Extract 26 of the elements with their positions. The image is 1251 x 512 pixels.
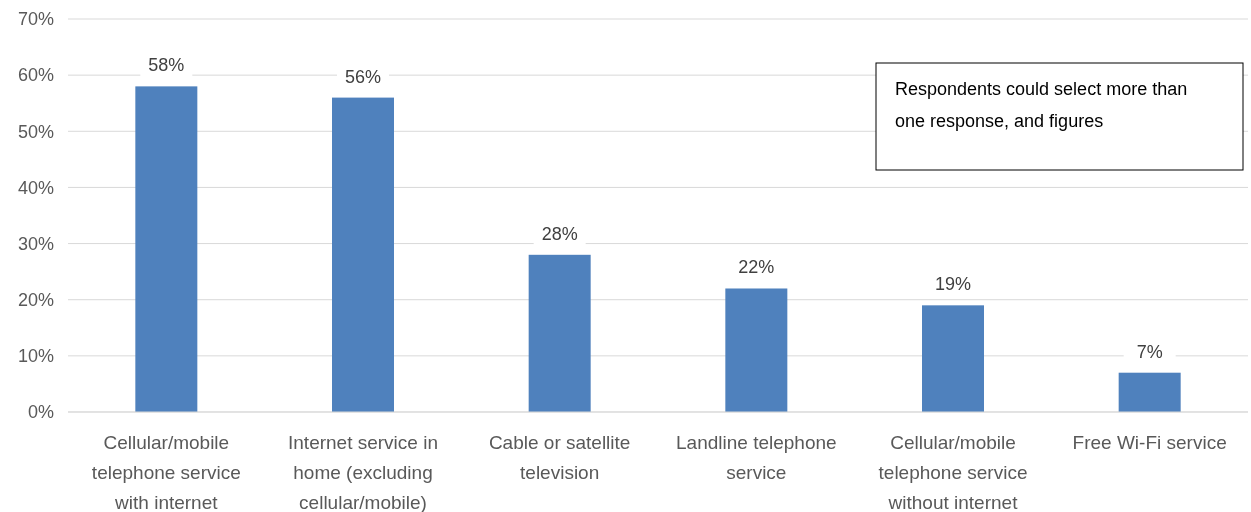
data-label: 19%: [934, 274, 972, 295]
bar: [528, 254, 591, 412]
y-tick-label: 70%: [17, 9, 54, 30]
data-label: 7%: [1136, 341, 1163, 362]
data-label: 22%: [738, 257, 775, 278]
bar: [725, 288, 788, 412]
x-tick-label: Cellular/mobile telephone service without internet: [878, 432, 1028, 512]
y-tick-label: 60%: [17, 65, 54, 86]
bar: [332, 97, 394, 412]
y-tick-label: 30%: [17, 233, 54, 254]
x-tick-label: Landline telephone service: [676, 432, 837, 483]
data-label: 58%: [148, 55, 185, 76]
y-tick-label: 50%: [17, 121, 54, 142]
x-tick-label: Cellular/mobile telephone service with internet: [91, 432, 241, 512]
y-tick-label: 40%: [17, 177, 54, 198]
bar: [1118, 372, 1181, 412]
bar: [135, 86, 198, 412]
annotation: Respondents could select more than one response, and figures: [895, 79, 1188, 131]
x-tick-label: Cable or satellite television: [488, 432, 631, 483]
y-tick-label: 0%: [27, 402, 54, 423]
y-tick-label: 10%: [17, 346, 54, 367]
data-label: 28%: [541, 223, 578, 244]
x-tick-label: Free Wi-Fi service: [1072, 432, 1227, 453]
bar: [922, 305, 984, 412]
y-tick-label: 20%: [17, 290, 54, 311]
data-label: 56%: [344, 66, 382, 87]
